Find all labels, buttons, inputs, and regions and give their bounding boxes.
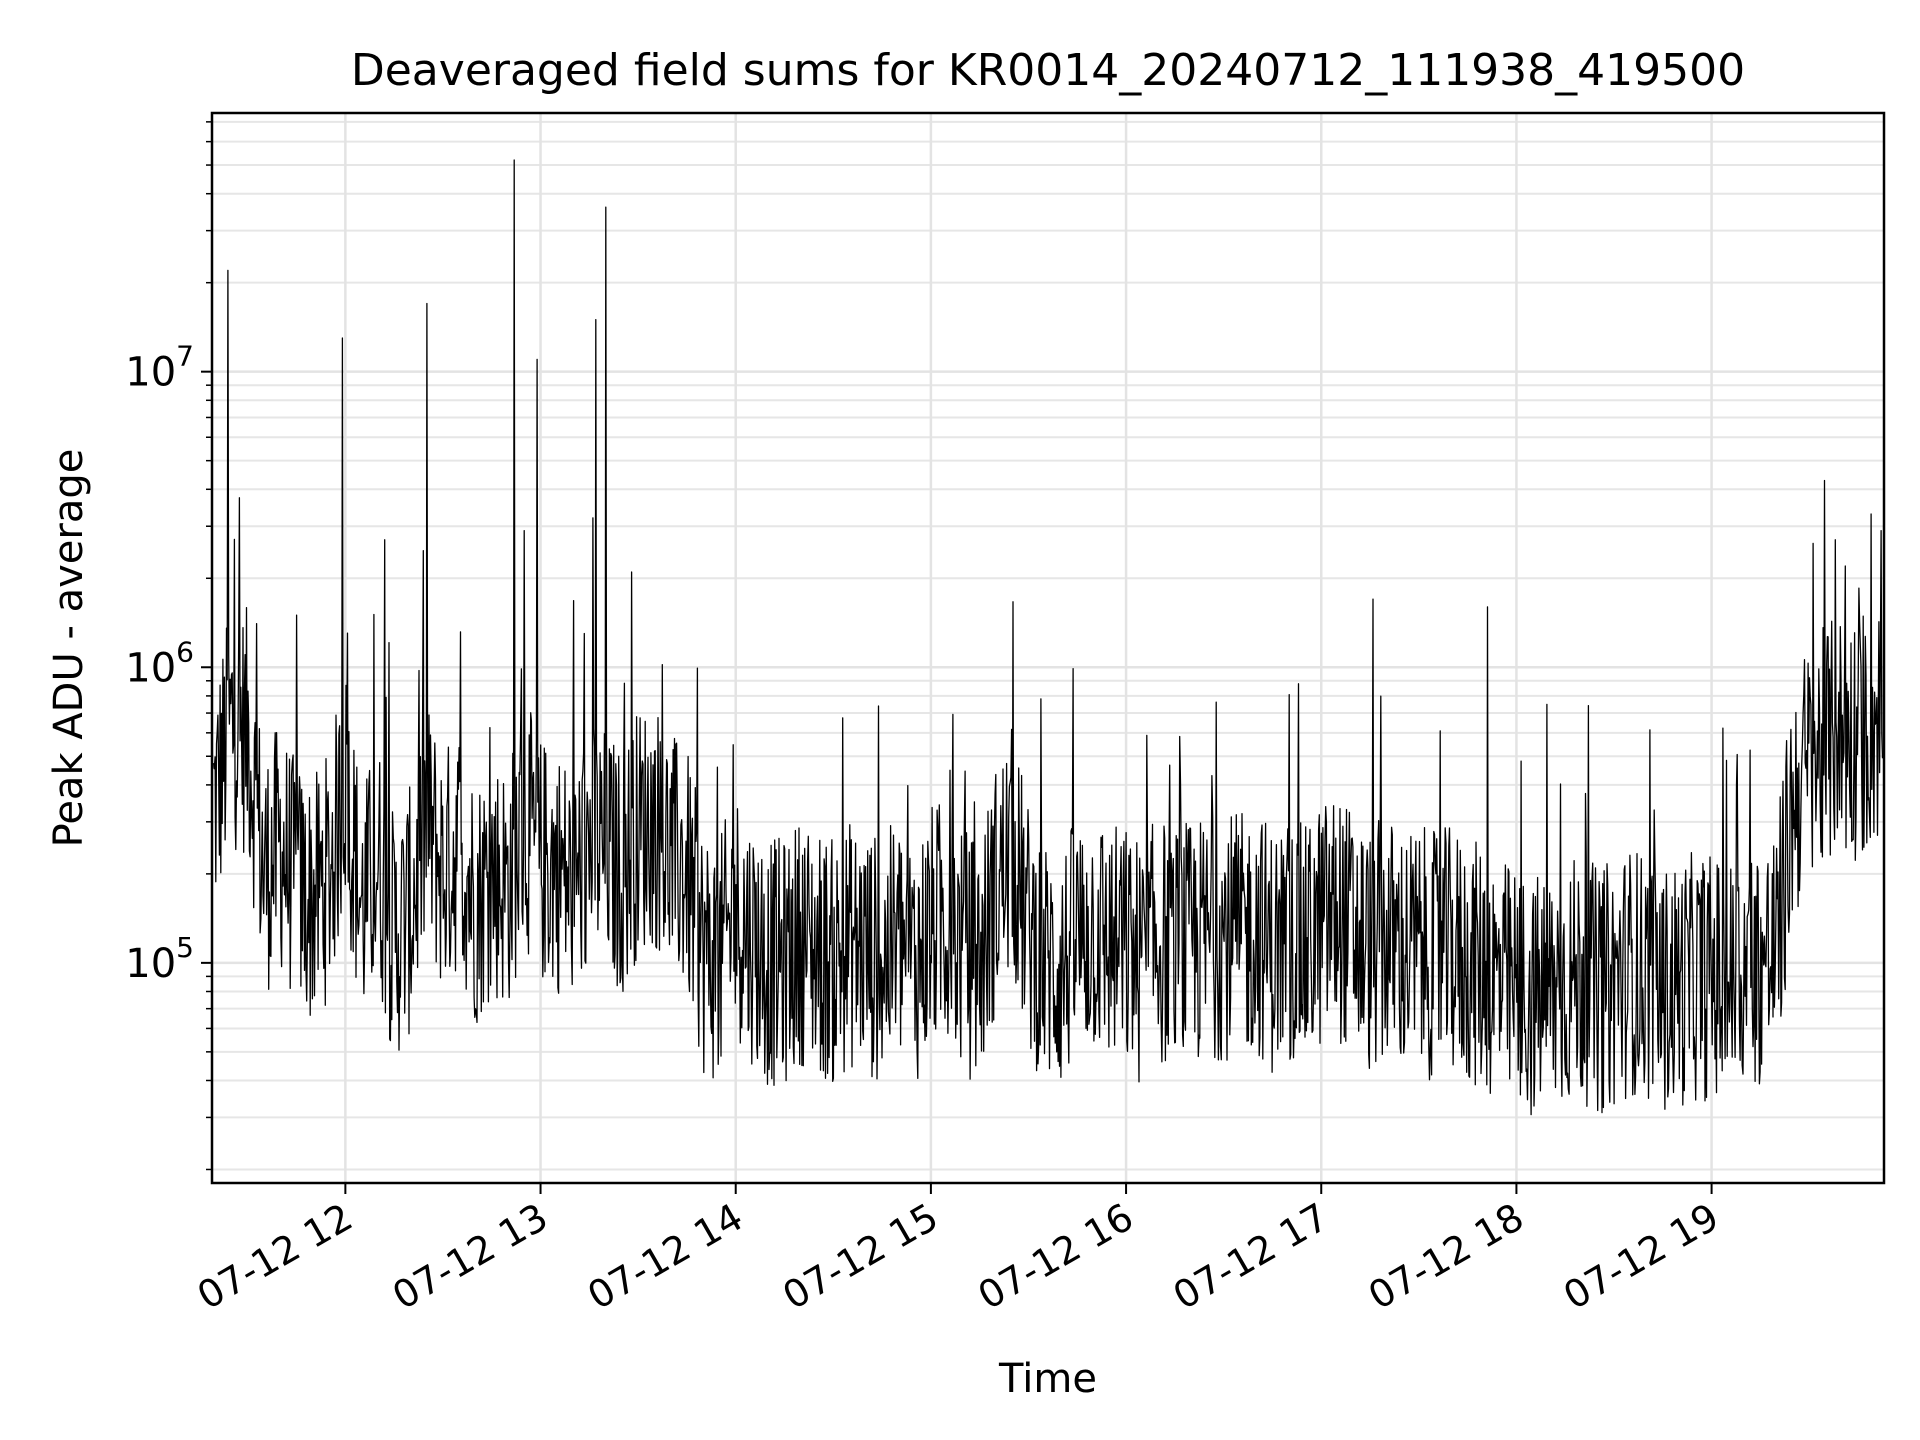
plot-frame [210,111,1886,1185]
chart-title: Deaveraged field sums for KR0014_2024071… [351,45,1745,96]
y-axis: 105 106 107 [125,121,212,1171]
y-tick-label: 105 [125,931,194,987]
y-tick-label: 106 [125,635,194,691]
series-path [212,159,1884,1116]
x-axis-label: Time [998,1356,1097,1402]
y-axis-label: Peak ADU - average [46,449,92,848]
series-line [212,159,1884,1116]
y-tick-label: 107 [125,340,194,396]
